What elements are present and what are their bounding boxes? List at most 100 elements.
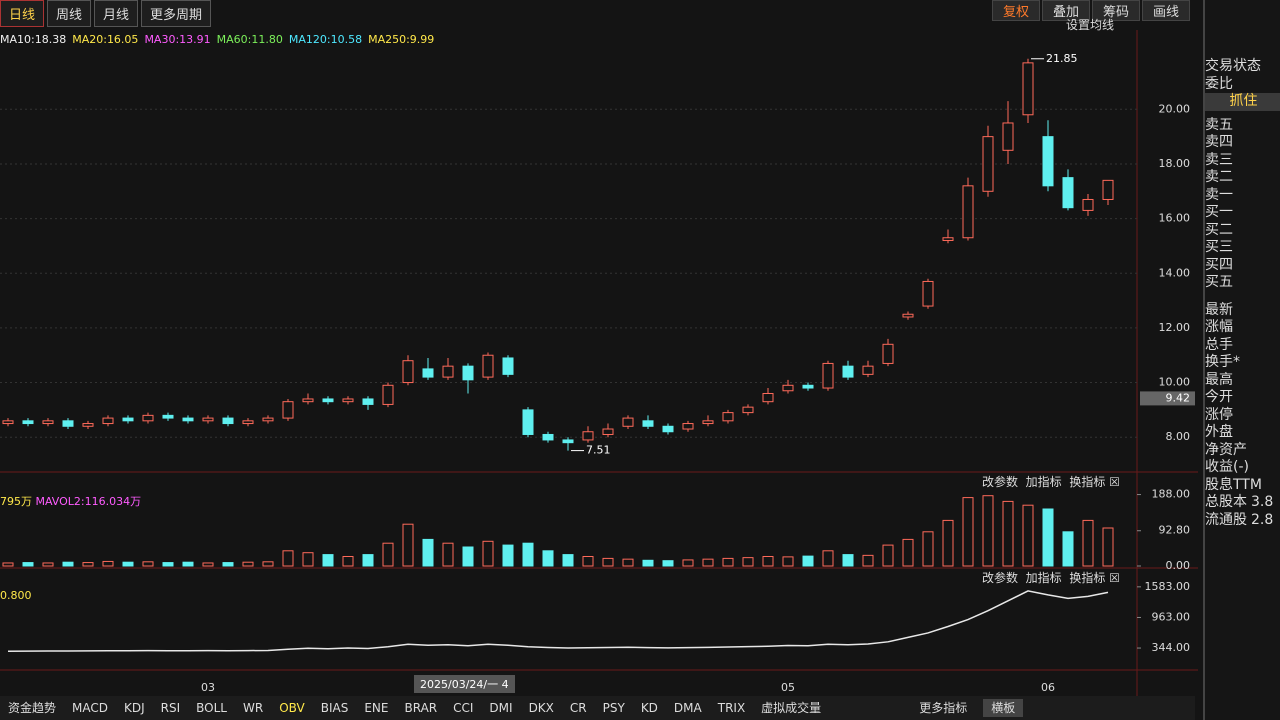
candle-body [1022,62,1034,116]
tool-button[interactable]: 筹码 [1091,0,1140,21]
panel-button[interactable]: 加指标 [1025,475,1062,489]
volume-bar [62,561,74,567]
volume-bar [1042,508,1054,567]
indicator-tab[interactable]: BIAS [320,701,349,715]
volume-bar [82,562,94,567]
volume-bar [742,557,754,567]
candle-body [102,417,114,425]
quote-label: 抓住 [1205,93,1280,111]
volume-bar [142,561,154,567]
indicator-tab[interactable]: TRIX [717,701,746,715]
indicator-tab[interactable]: KD [640,701,658,715]
quote-row: 涨停 [1205,407,1280,425]
volume-bar [302,552,314,567]
indicator-tab[interactable]: CCI [453,701,474,715]
x-tick-label: 06 [1041,681,1055,694]
indicator-tab[interactable]: DMA [673,701,702,715]
candle-body [282,401,294,419]
indicator-tab[interactable]: 更多指标 [919,701,968,715]
candle-body [202,417,214,422]
volume-bar [562,554,574,567]
indicator-tab[interactable]: CR [569,701,587,715]
panel-buttons: 改参数 加指标 换指标 ☒ [982,571,1120,585]
obv-line [7,590,1109,652]
ma-entry: MA250:9.99 [368,33,435,46]
indicator-tab[interactable]: 资金趋势 [8,701,57,715]
indicator-tab[interactable]: BOLL [196,701,227,715]
volume-bar [342,556,354,567]
volume-bar [802,555,814,567]
tool-button[interactable]: 叠加 [1041,0,1090,21]
ma-entry: MA20:16.05 [72,33,139,46]
candle-body [1102,179,1114,200]
indicator-tab[interactable]: RSI [160,701,181,715]
volume-bar [1082,519,1094,567]
quote-value: 3.8 [1251,494,1274,510]
indicator-tab[interactable]: 横板 [983,699,1024,717]
indicator-tab[interactable]: MACD [72,701,108,715]
volume-bar [1102,527,1114,567]
volume-bar [642,559,654,567]
ma-entry: MA10:18.38 [0,33,67,46]
candle-body [662,425,674,433]
indicator-tab[interactable]: KDJ [124,701,145,715]
quote-label: 买五 [1205,274,1233,290]
volume-bar [362,554,374,567]
quote-row: 总股本 3.8 [1205,494,1280,512]
period-tab[interactable]: 日线 [0,0,45,27]
panel-button[interactable]: 改参数 [982,571,1019,585]
indicator-tab[interactable]: DMI [489,701,513,715]
volume-bar [22,562,34,567]
candle-body [242,420,254,425]
volume-bar [782,556,794,567]
indicator-tabs: 资金趋势 MACD KDJ RSI BOLL WR OBV BIAS ENE BRAR CCI DMI… [0,696,1195,720]
volume-bar [922,531,934,567]
quote-label: 涨停 [1205,406,1233,423]
panel-button[interactable]: 换指标 [1069,475,1106,489]
candle-body [462,365,474,381]
panel-button[interactable]: 换指标 [1069,571,1106,585]
y-tick-label: 10.00 [1159,376,1191,389]
cursor-date: 2025/03/24/一 4 [414,675,515,693]
panel-button[interactable]: 改参数 [982,475,1019,489]
panel-button[interactable]: 加指标 [1025,571,1062,585]
period-tab[interactable]: 周线 [47,0,92,27]
ma-settings[interactable]: 设置均线 [1066,18,1115,32]
candle-body [522,409,534,435]
quote-label: 净资产 [1205,441,1247,458]
tool-button[interactable]: 复权 [991,0,1040,21]
candle-body [82,423,94,427]
candle-body [922,280,934,307]
tool-button[interactable]: 画线 [1141,0,1190,21]
volume-bar [902,538,914,567]
candle-body [862,365,874,375]
volume-bar [182,561,194,567]
y-tick-label: 344.00 [1152,641,1191,654]
y-tick-label: 188.00 [1152,488,1191,501]
indicator-tab[interactable]: PSY [602,701,625,715]
indicator-tab[interactable]: DKX [528,701,554,715]
candle-body [322,398,334,403]
period-tab[interactable]: 更多周期 [141,0,212,27]
x-tick-label: 03 [201,681,215,694]
indicator-tab[interactable]: 虚拟成交量 [761,701,822,715]
indicator-tab[interactable]: ENE [364,701,389,715]
quote-row: 换手* [1205,354,1280,372]
quote-row: 股息TTM [1205,477,1280,495]
quote-label: 换手* [1205,354,1240,370]
candle-body [902,313,914,318]
quote-label: 买三 [1205,239,1233,255]
candle-body [622,417,634,427]
candle-body [402,360,414,384]
indicator-tab[interactable]: OBV [279,701,305,715]
candle-body [142,414,154,422]
indicator-tab[interactable]: WR [243,701,264,715]
indicator-tab[interactable]: BRAR [404,701,438,715]
candle-body [722,412,734,422]
panel-buttons: 改参数 加指标 换指标 ☒ [982,475,1120,489]
volume-bar [682,559,694,567]
volume-bar [322,554,334,567]
period-tab[interactable]: 月线 [94,0,139,27]
candle-body [602,428,614,435]
volume-bar [842,554,854,567]
